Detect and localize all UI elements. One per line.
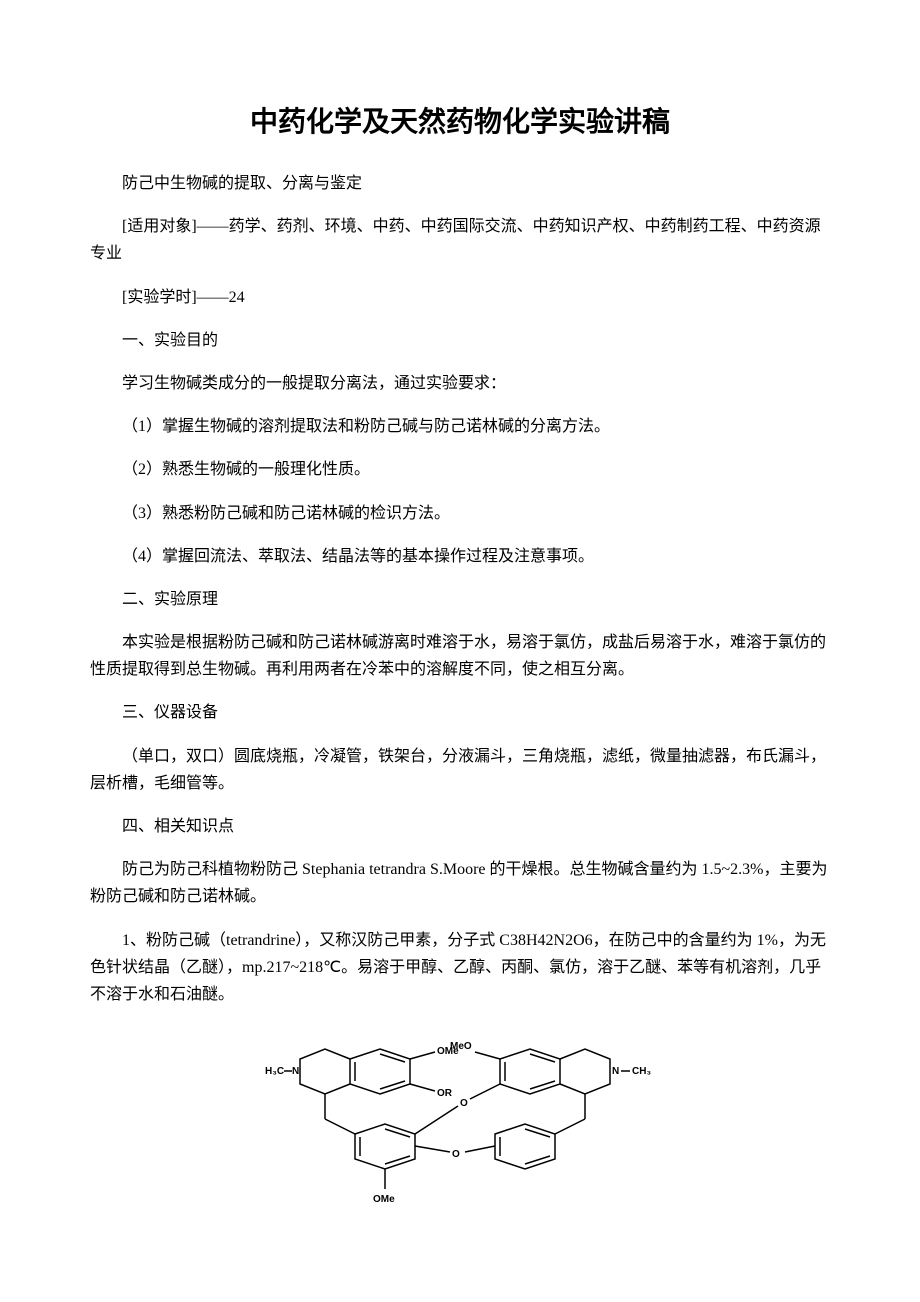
section2-heading: 二、实验原理 [90, 586, 830, 613]
label-o-bridge: O [452, 1149, 460, 1160]
label-meo-tr: MeO [450, 1041, 472, 1052]
section3-body: （单口，双口）圆底烧瓶，冷凝管，铁架台，分液漏斗，三角烧瓶，滤纸，微量抽滤器，布… [90, 743, 830, 797]
label-n-left: N [292, 1066, 299, 1077]
section1-item2: （2）熟悉生物碱的一般理化性质。 [90, 456, 830, 483]
label-n-right: N [612, 1066, 619, 1077]
label-h3c-left: H₃C [265, 1066, 284, 1077]
section4-p2: 1、粉防己碱（tetrandrine），又称汉防己甲素，分子式 C38H42N2… [90, 927, 830, 1009]
document-title: 中药化学及天然药物化学实验讲稿 [90, 100, 830, 140]
hours-line: [实验学时]——24 [90, 284, 830, 311]
section1-item1: （1）掌握生物碱的溶剂提取法和粉防己碱与防己诺林碱的分离方法。 [90, 413, 830, 440]
section1-item3: （3）熟悉粉防己碱和防己诺林碱的检识方法。 [90, 500, 830, 527]
section2-body: 本实验是根据粉防己碱和防己诺林碱游离时难溶于水，易溶于氯仿，成盐后易溶于水，难溶… [90, 629, 830, 683]
subtitle: 防己中生物碱的提取、分离与鉴定 [90, 170, 830, 197]
section1-heading: 一、实验目的 [90, 327, 830, 354]
section1-item4: （4）掌握回流法、萃取法、结晶法等的基本操作过程及注意事项。 [90, 543, 830, 570]
label-or: OR [437, 1088, 453, 1099]
chemical-structure-diagram: H₃C N N CH₃ OMe MeO OR O O OMe [90, 1024, 830, 1224]
label-ome-bottom: OMe [373, 1194, 395, 1205]
label-o-mid: O [460, 1098, 468, 1109]
target-line: [适用对象]——药学、药剂、环境、中药、中药国际交流、中药知识产权、中药制药工程… [90, 213, 830, 267]
section4-heading: 四、相关知识点 [90, 813, 830, 840]
section1-intro: 学习生物碱类成分的一般提取分离法，通过实验要求： [90, 370, 830, 397]
section3-heading: 三、仪器设备 [90, 699, 830, 726]
tetrandrine-structure-svg: H₃C N N CH₃ OMe MeO OR O O OMe [240, 1024, 680, 1224]
section4-p1: 防己为防己科植物粉防己 Stephania tetrandra S.Moore … [90, 856, 830, 910]
label-ch3-right: CH₃ [632, 1066, 651, 1077]
